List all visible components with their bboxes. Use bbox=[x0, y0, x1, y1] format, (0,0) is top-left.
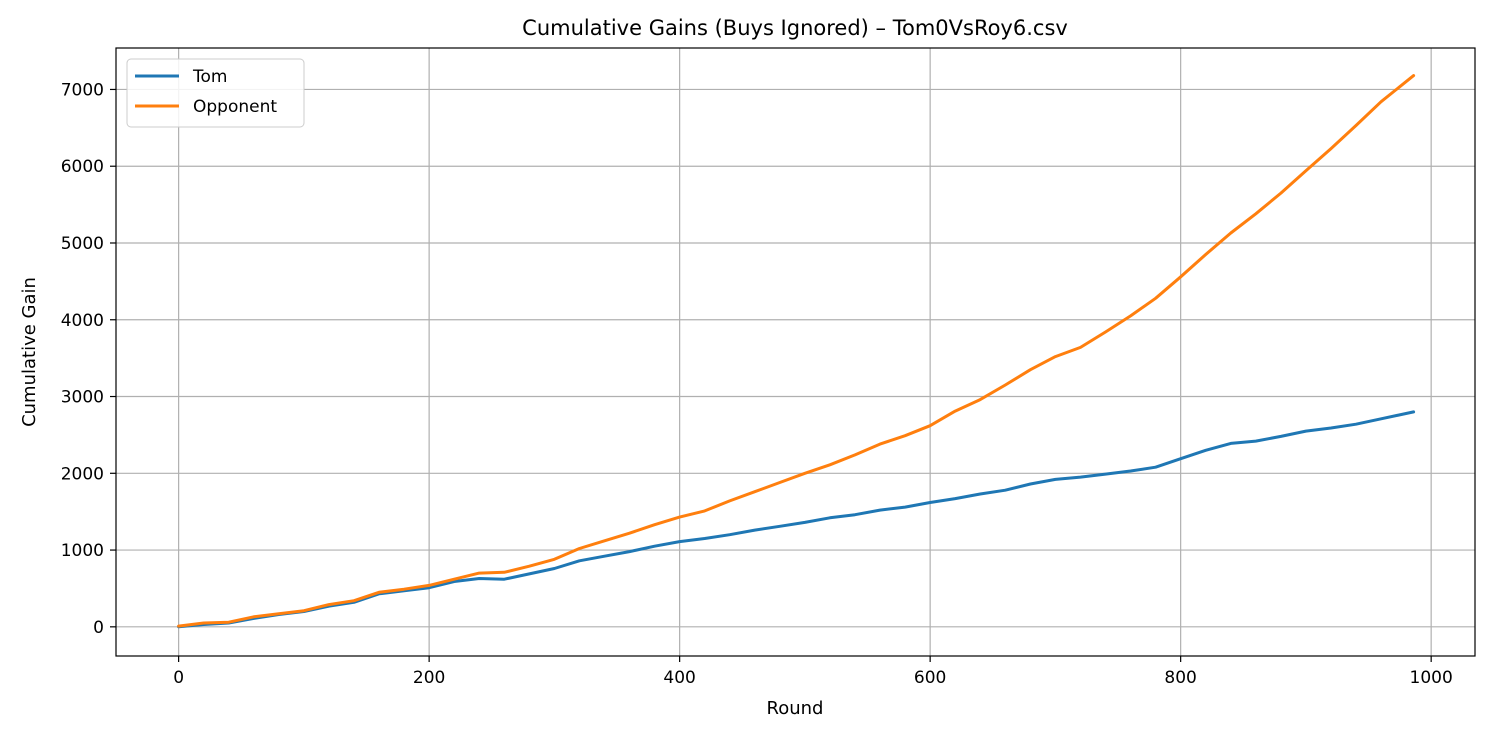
series-line-opponent bbox=[177, 74, 1416, 628]
x-axis-ticks: 0 200 400 600 800 1000 bbox=[173, 656, 1453, 688]
x-tick-label: 1000 bbox=[1410, 668, 1453, 688]
y-axis-title: Cumulative Gain bbox=[19, 277, 40, 427]
y-tick-label: 1000 bbox=[61, 541, 104, 561]
y-tick-label: 2000 bbox=[61, 464, 104, 484]
y-axis-ticks: 0 1000 2000 3000 4000 5000 6000 7000 bbox=[61, 80, 116, 638]
legend: Tom Opponent bbox=[126, 58, 305, 128]
legend-label-tom: Tom bbox=[192, 67, 227, 87]
chart-title: Cumulative Gains (Buys Ignored) – Tom0Vs… bbox=[522, 16, 1068, 40]
x-tick-label: 0 bbox=[173, 668, 184, 688]
plot-area-frame bbox=[115, 47, 1476, 657]
x-axis-title: Round bbox=[767, 698, 824, 719]
x-tick-label: 800 bbox=[1164, 668, 1196, 688]
y-tick-label: 6000 bbox=[61, 157, 104, 177]
x-tick-label: 600 bbox=[914, 668, 946, 688]
x-tick-label: 200 bbox=[413, 668, 445, 688]
legend-label-opponent: Opponent bbox=[193, 97, 277, 117]
y-tick-label: 0 bbox=[93, 618, 104, 638]
series-lines bbox=[177, 74, 1416, 629]
y-tick-label: 5000 bbox=[61, 234, 104, 254]
grid-lines bbox=[116, 48, 1475, 656]
y-tick-label: 3000 bbox=[61, 388, 104, 408]
y-tick-label: 4000 bbox=[61, 311, 104, 331]
y-tick-label: 7000 bbox=[61, 80, 104, 100]
x-tick-label: 400 bbox=[663, 668, 695, 688]
